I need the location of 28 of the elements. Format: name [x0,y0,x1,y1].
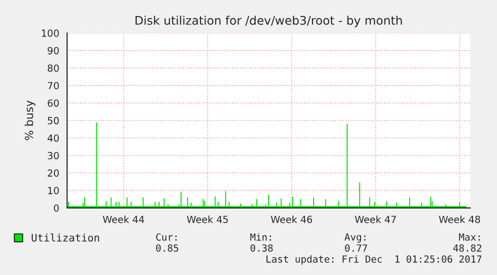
x-tick-label: Week 45 [186,216,228,224]
x-tick-label: Week 48 [438,216,480,224]
y-tick-label: 30 [48,152,59,160]
text: Last update: Fri Dec 1 01:25:06 2017 [266,255,482,265]
x-tick-label: Week 46 [270,216,312,224]
y-tick-label: 50 [48,116,59,124]
text: 0.85 [156,244,178,252]
text: 48.82 [453,244,482,252]
y-tick-label: 60 [48,99,59,107]
y-axis-title: % busy [24,100,36,140]
y-tick-label: 0 [54,204,59,212]
chart-title: Disk utilization for /dev/web3/root - by month [136,16,402,28]
x-tick-label: Week 47 [354,216,396,224]
text: Max: [459,233,480,241]
legend-label: Utilization [32,233,100,242]
text: 0.38 [250,244,273,252]
y-tick-label: 40 [48,134,59,142]
text: Min: [250,233,272,241]
y-tick-label: 90 [48,46,59,54]
text: Cur: [156,233,177,241]
y-tick-label: 10 [48,186,59,194]
y-tick-label: 100 [42,29,59,37]
y-tick-label: 20 [48,169,59,177]
y-tick-label: 70 [48,82,59,90]
y-tick-label: 80 [48,64,59,72]
text: Avg: [344,233,366,243]
text: 0.77 [345,244,368,252]
x-tick-label: Week 44 [102,216,144,224]
